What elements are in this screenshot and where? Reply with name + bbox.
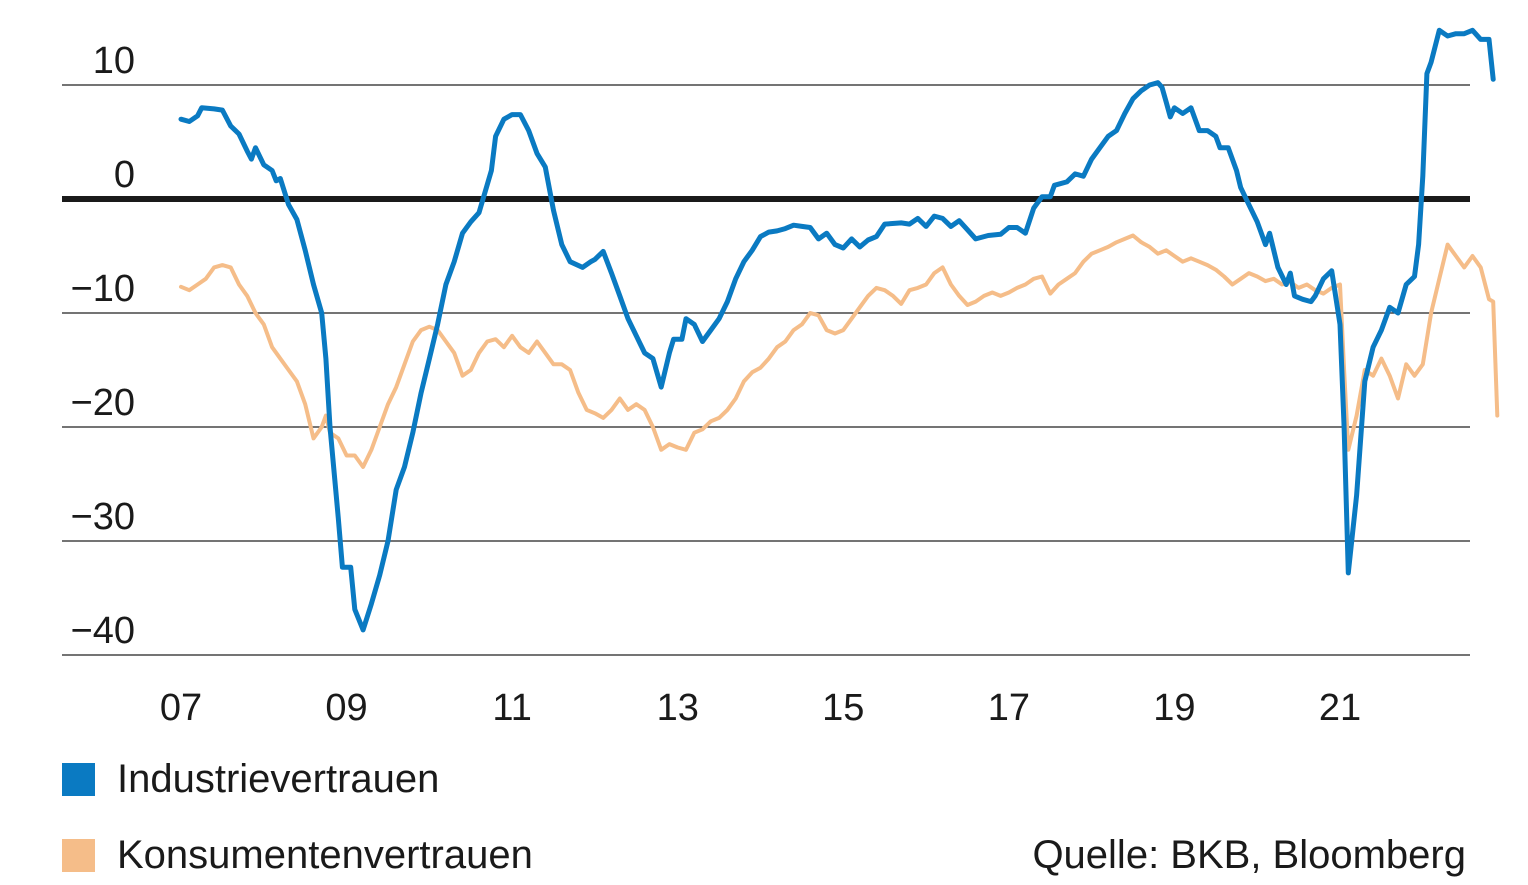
legend-item-consumer: Konsumentenvertrauen bbox=[62, 833, 533, 878]
y-tick-label: −10 bbox=[71, 268, 135, 310]
x-tick-label: 17 bbox=[988, 687, 1030, 729]
y-tick-label: −40 bbox=[71, 610, 135, 652]
gridlines bbox=[62, 84, 1470, 656]
x-tick-label: 19 bbox=[1153, 687, 1195, 729]
y-tick-label: 0 bbox=[114, 154, 135, 196]
legend-item-industry: Industrievertrauen bbox=[62, 757, 439, 802]
series-lines bbox=[178, 27, 1500, 633]
legend-swatch-industry bbox=[62, 763, 95, 796]
x-tick-label: 09 bbox=[325, 687, 367, 729]
legend-label-industry: Industrievertrauen bbox=[117, 757, 440, 801]
x-tick-label: 11 bbox=[492, 687, 531, 729]
legend-label-consumer: Konsumentenvertrauen bbox=[117, 833, 533, 877]
series-line-consumer bbox=[179, 233, 1500, 469]
x-axis-ticks: 07 09 11 13 15 17 19 21 bbox=[160, 687, 1361, 729]
line-chart: 10 0 −10 −20 −30 −40 07 09 11 13 15 17 19 21 bbox=[62, 27, 1500, 729]
x-tick-label: 21 bbox=[1319, 687, 1361, 729]
x-tick-label: 13 bbox=[657, 687, 699, 729]
y-tick-label: 10 bbox=[93, 40, 135, 82]
y-axis-ticks: 10 0 −10 −20 −30 −40 bbox=[71, 40, 135, 652]
legend-swatch-consumer bbox=[62, 839, 95, 872]
series-line-industry bbox=[178, 27, 1496, 633]
x-tick-label: 15 bbox=[822, 687, 864, 729]
x-tick-label: 07 bbox=[160, 687, 202, 729]
source-note: Quelle: BKB, Bloomberg bbox=[1032, 833, 1466, 877]
y-tick-label: −20 bbox=[71, 382, 135, 424]
y-tick-label: −30 bbox=[71, 496, 135, 538]
